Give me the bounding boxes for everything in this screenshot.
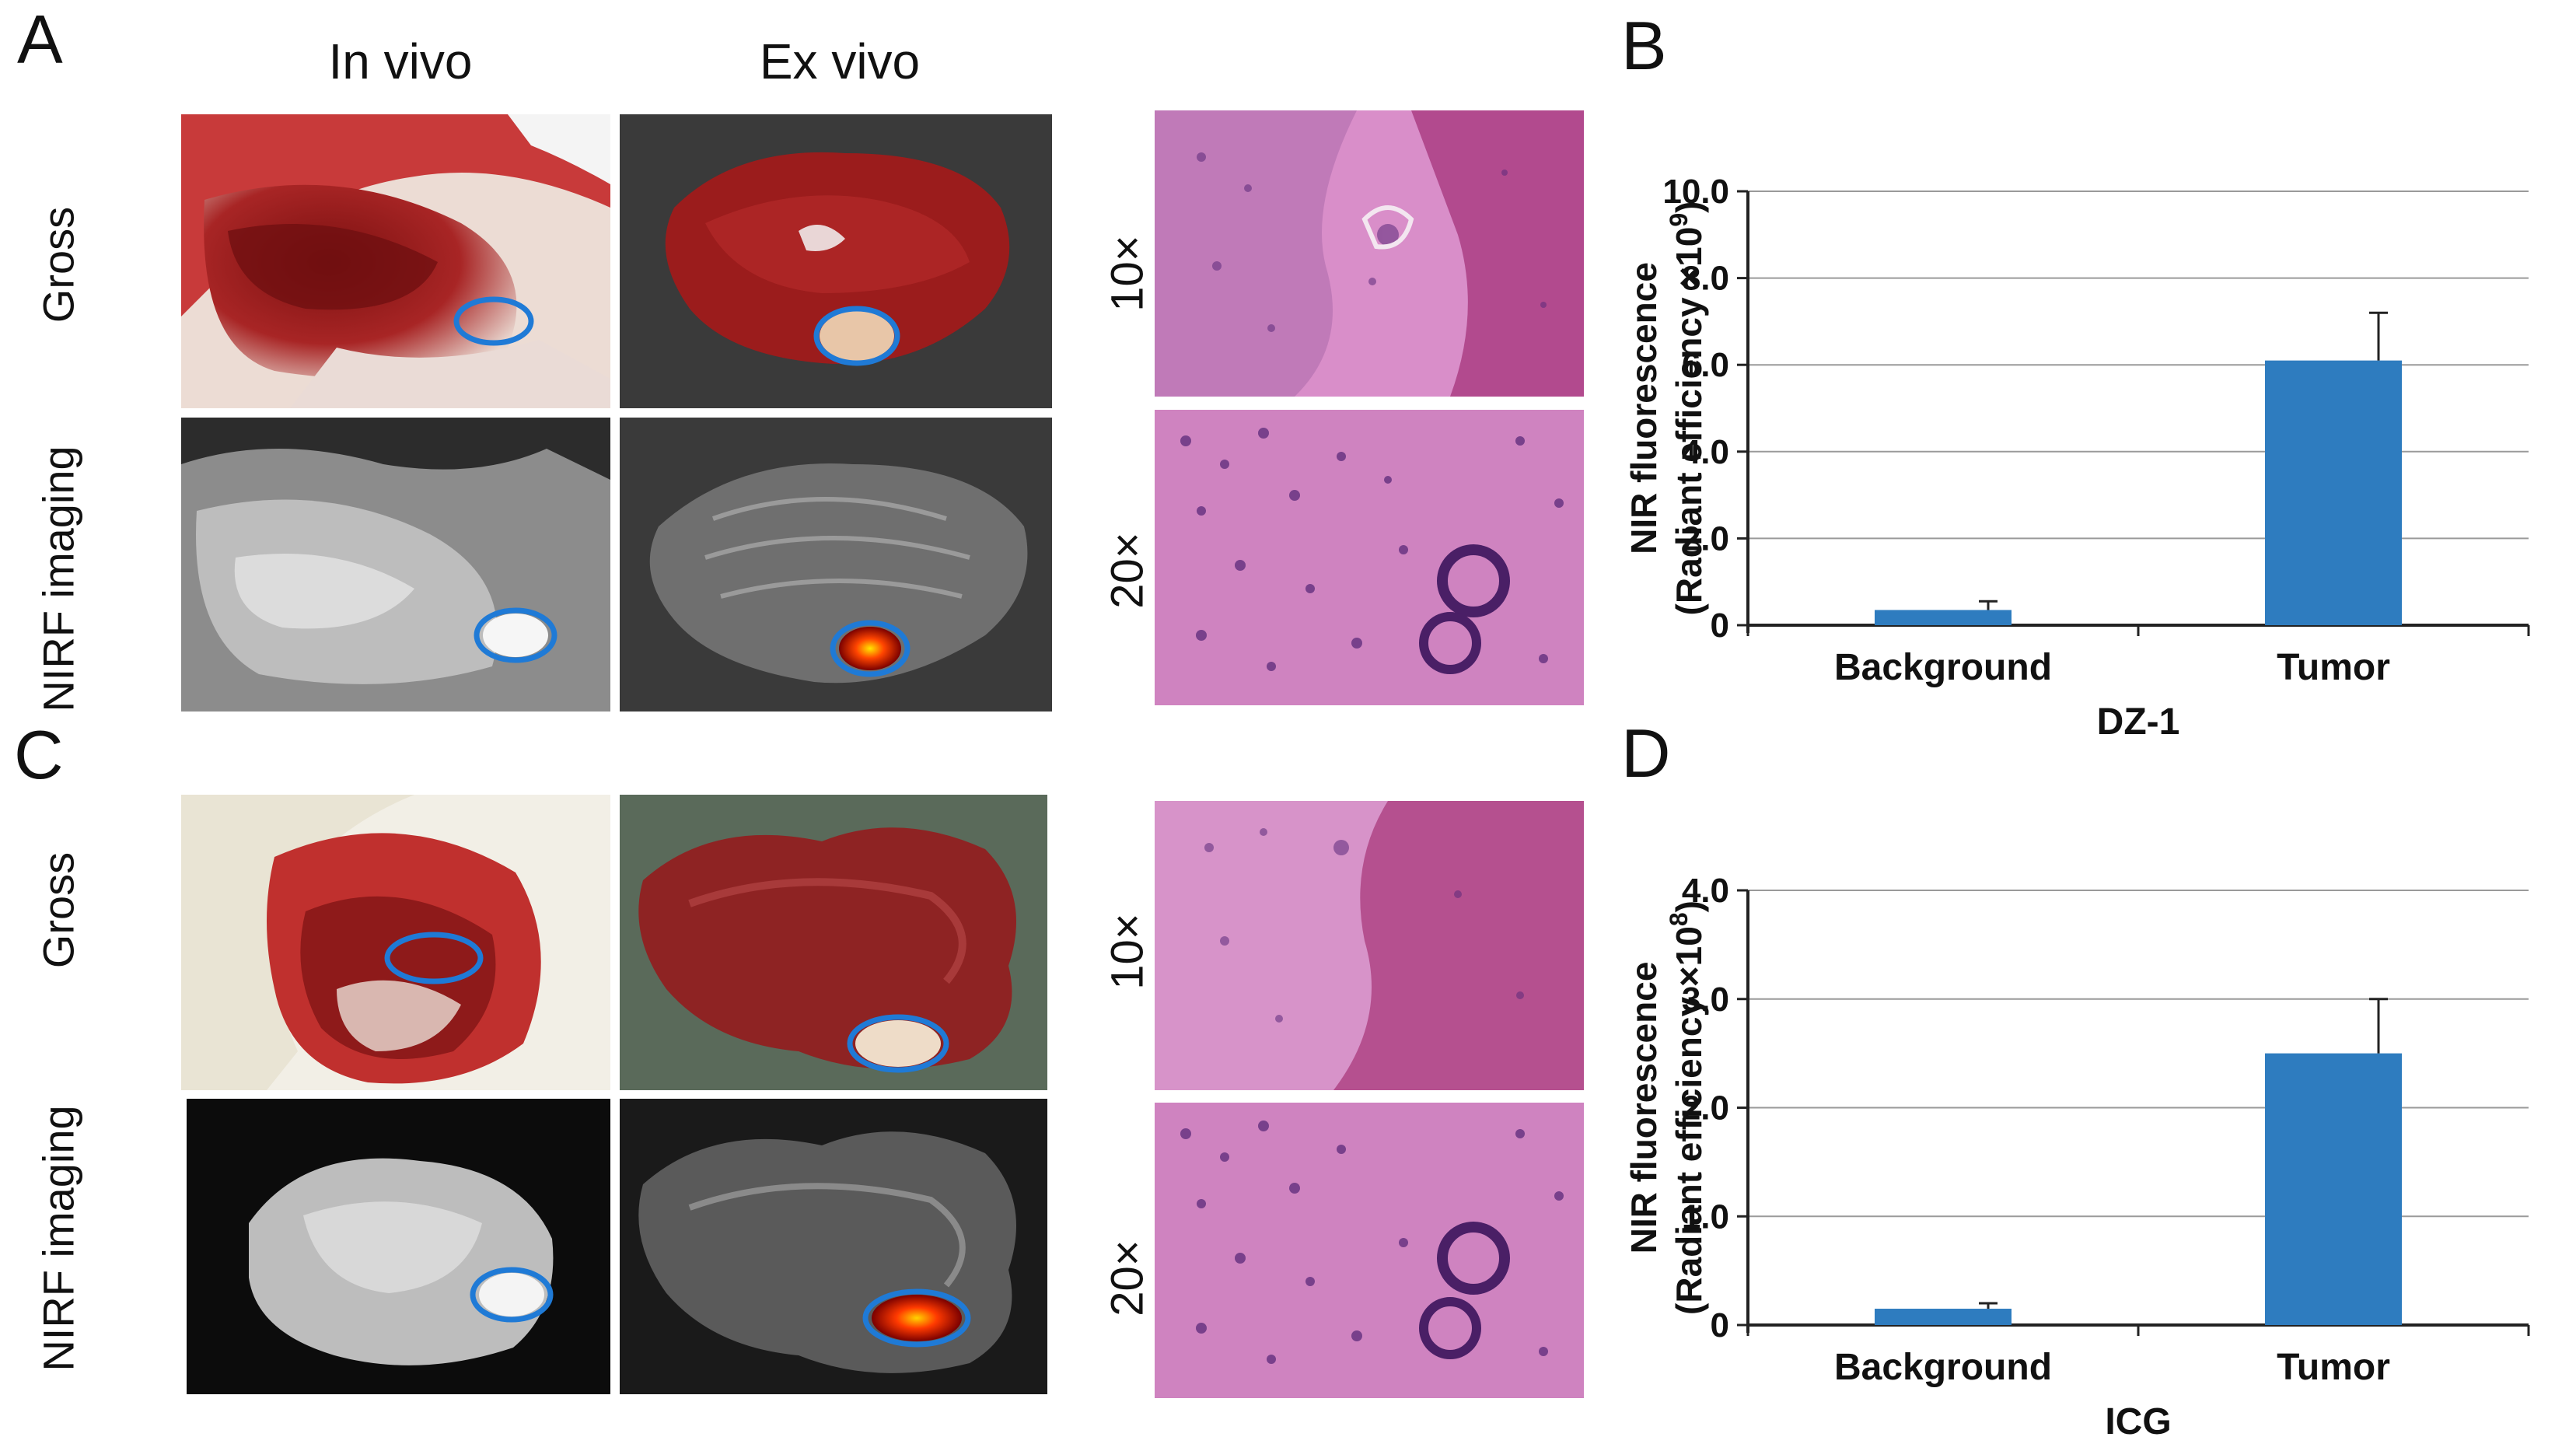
chart-b-bar (1875, 610, 2012, 625)
histology-c-10x (1155, 801, 1584, 1090)
panel-label-c: C (14, 716, 64, 793)
photo-c-ex-vivo-nirf (620, 1099, 1047, 1394)
photo-a-ex-vivo-gross (620, 114, 1052, 408)
magnification-label-10x-a: 10× (1102, 235, 1153, 312)
chart-d-ytick-label: 0 (1711, 1306, 1729, 1344)
chart-d-y-axis-label-exponent: 8 (1665, 912, 1693, 926)
magnification-label-10x-c: 10× (1102, 913, 1153, 990)
photo-c-ex-vivo-gross (620, 795, 1047, 1090)
magnification-label-20x-a: 20× (1102, 532, 1153, 609)
photo-a-in-vivo-nirf (181, 418, 610, 712)
chart-b-x-axis-label: DZ-1 (2097, 701, 2180, 743)
photo-a-ex-vivo-nirf (620, 418, 1052, 712)
chart-d-ytick-label: 1.0 (1682, 1198, 1729, 1236)
chart-b-y-axis-label-line1: NIR fluorescence (1624, 262, 1664, 554)
chart-d-ytick-label: 3.0 (1682, 981, 1729, 1019)
chart-b-category-label: Tumor (2277, 647, 2390, 688)
chart-d-y-axis-label-close: ) (1669, 900, 1709, 912)
chart-b-bar (2265, 360, 2402, 625)
chart-b-ytick-label: 2.0 (1682, 519, 1729, 558)
column-header-in-vivo: In vivo (328, 33, 473, 89)
chart-d: 0 1.0 2.0 3.0 4.0 Background Tumor ICG NIR fluor… (1586, 785, 2576, 1437)
row-label-nirf-c: NIRF imaging (33, 1105, 83, 1372)
photo-c-in-vivo-gross (181, 795, 610, 1090)
chart-b-y-axis-label-exponent: 9 (1665, 213, 1693, 227)
histology-c-20x (1155, 1103, 1584, 1398)
chart-d-svg: 0 1.0 2.0 3.0 4.0 Background Tumor ICG NIR fluor… (1624, 872, 2530, 1437)
chart-d-bar (1875, 1309, 2012, 1325)
chart-b-ytick-label: 0 (1711, 607, 1729, 645)
chart-d-y-axis-label-line2: (Radiant efficiency ×108) (1665, 900, 1709, 1315)
row-label-gross-a: Gross (33, 206, 83, 323)
chart-d-x-axis-label: ICG (2105, 1401, 2171, 1437)
row-label-nirf-a: NIRF imaging (33, 446, 83, 712)
histology-a-10x (1155, 110, 1584, 397)
chart-d-ytick-label: 4.0 (1682, 872, 1729, 910)
photo-c-in-vivo-nirf (187, 1099, 610, 1394)
chart-b-ytick-label: 10.0 (1662, 173, 1729, 211)
column-header-ex-vivo: Ex vivo (759, 33, 921, 89)
chart-b-category-label: Background (1834, 647, 2052, 688)
chart-d-y-axis-label-unit: (Radiant efficiency ×10 (1669, 926, 1709, 1315)
chart-b-ytick-label: 4.0 (1682, 433, 1729, 471)
histology-a-20x (1155, 410, 1584, 705)
chart-d-category-label: Background (1834, 1347, 2052, 1388)
chart-d-y-axis-label: NIR fluorescence (Radiant efficiency ×108… (1624, 900, 1709, 1315)
panel-label-d: D (1621, 715, 1671, 792)
chart-b-y-axis-label-line2: (Radiant efficiency ×109) (1665, 201, 1709, 616)
chart-d-ytick-label: 2.0 (1682, 1089, 1729, 1128)
magnification-label-20x-c: 20× (1102, 1239, 1153, 1316)
photo-a-in-vivo-gross (181, 114, 610, 408)
chart-b-svg: 0 2.0 4.0 6.0 8.0 10.0 Background Tumor DZ-1 NIR … (1624, 173, 2530, 743)
chart-b-ytick-label: 6.0 (1682, 346, 1729, 384)
chart-b: 0 2.0 4.0 6.0 8.0 10.0 Background Tumor DZ-1 NIR … (1586, 78, 2576, 754)
chart-d-bar (2265, 1053, 2402, 1325)
chart-b-y-axis-label: NIR fluorescence (Radiant efficiency ×109… (1624, 201, 1709, 616)
chart-b-ytick-label: 8.0 (1682, 260, 1729, 298)
row-label-gross-c: Gross (33, 851, 83, 969)
chart-b-y-axis-label-close: ) (1669, 201, 1709, 213)
chart-b-y-axis-label-unit: (Radiant efficiency ×10 (1669, 227, 1709, 616)
panel-label-b: B (1621, 7, 1667, 84)
panel-label-a: A (17, 1, 63, 78)
chart-d-y-axis-label-line1: NIR fluorescence (1624, 962, 1664, 1254)
chart-d-category-label: Tumor (2277, 1347, 2390, 1388)
